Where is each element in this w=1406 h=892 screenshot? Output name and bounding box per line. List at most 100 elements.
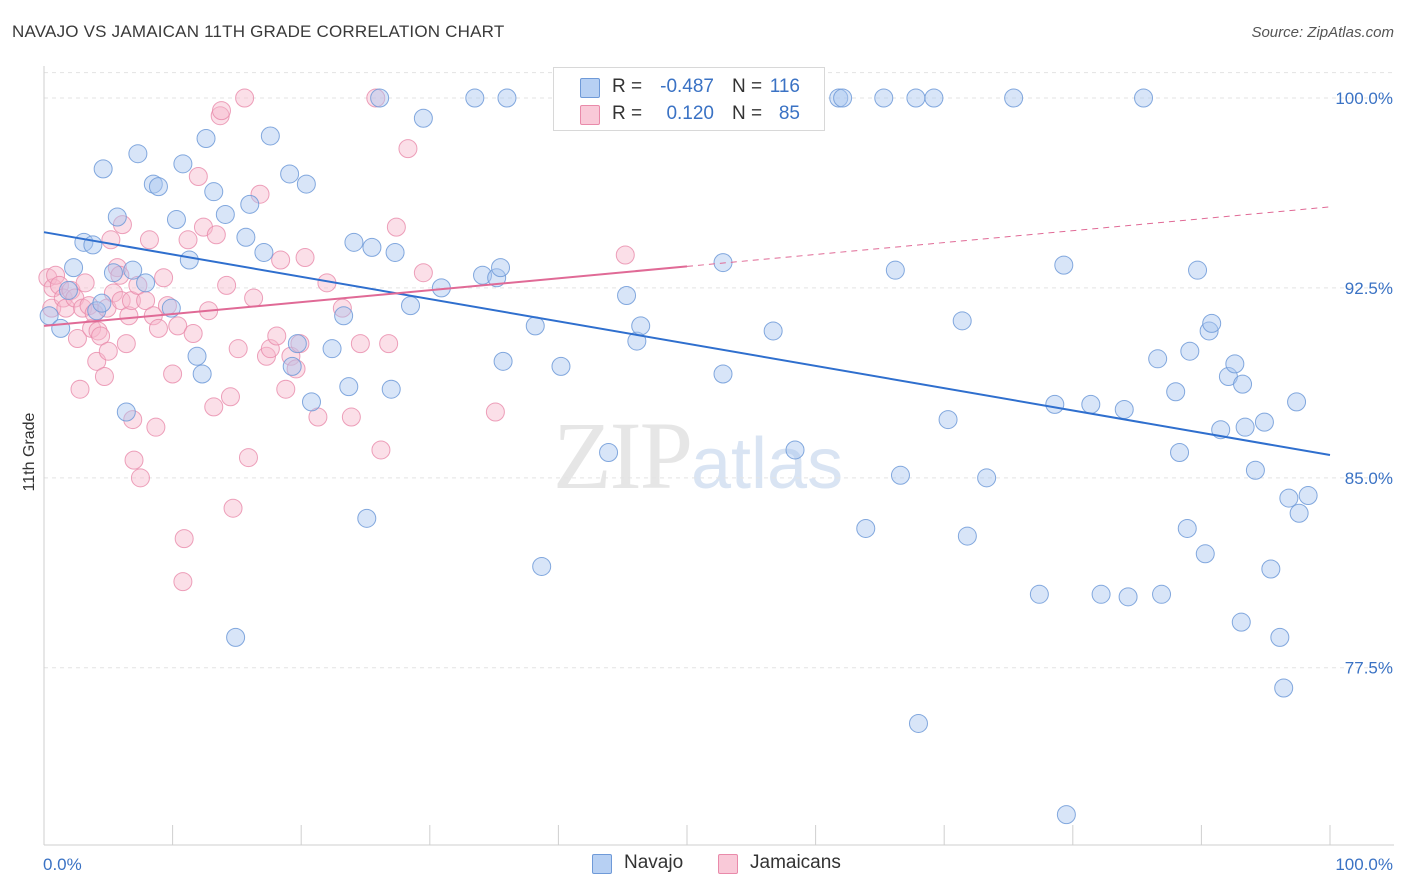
navajo-point <box>890 465 910 485</box>
jamaicans-point <box>211 101 231 121</box>
watermark-zip: ZIP <box>553 402 693 509</box>
jamaicans-point <box>178 230 198 250</box>
navajo-point <box>938 410 958 430</box>
jamaicans-point <box>250 184 270 204</box>
axis-labels: 77.5% 85.0% 92.5% 100.0% 0.0% 100.0% 11th Grad… <box>21 89 1393 874</box>
navajo-point <box>1279 488 1299 508</box>
navajo-n-value: 116 <box>769 76 800 97</box>
jamaicans-point <box>174 529 194 549</box>
navajo-point <box>280 164 300 184</box>
navajo-point <box>1056 805 1076 825</box>
navajo-point <box>491 258 511 278</box>
navajo-point <box>856 518 876 538</box>
navajo-point <box>1045 394 1065 414</box>
jamaicans-point <box>94 367 114 387</box>
navajo-point <box>301 392 321 412</box>
jamaicans-point <box>244 288 264 308</box>
jamaicans-point <box>123 410 143 430</box>
navajo-point <box>1298 486 1318 506</box>
jamaicans-point <box>206 225 226 245</box>
watermark-atlas: atlas <box>691 424 844 504</box>
navajo-point <box>1289 503 1309 523</box>
navajo-point <box>1225 354 1245 374</box>
jamaicans-point <box>267 326 287 346</box>
y-tick-label-2: 92.5% <box>1345 279 1393 298</box>
jamaicans-trend-extension <box>686 206 1331 267</box>
navajo-point <box>924 88 944 108</box>
navajo-point <box>957 526 977 546</box>
navajo-point <box>385 242 405 262</box>
jamaicans-point <box>101 230 121 250</box>
jamaicans-r-value: 0.120 <box>666 103 714 124</box>
navajo-point <box>1261 559 1281 579</box>
jamaicans-point <box>49 275 69 295</box>
jamaicans-point <box>91 326 111 346</box>
navajo-point <box>1245 460 1265 480</box>
navajo-r-value: -0.487 <box>660 76 714 97</box>
navajo-point <box>236 227 256 247</box>
navajo-point <box>908 713 928 733</box>
jamaicans-point <box>204 397 224 417</box>
navajo-point <box>204 182 224 202</box>
jamaicans-point <box>46 265 66 285</box>
navajo-point <box>254 242 274 262</box>
navajo-point <box>785 440 805 460</box>
navajo-point <box>1199 321 1219 341</box>
jamaicans-swatch <box>580 105 600 125</box>
navajo-point <box>401 296 421 316</box>
navajo-point <box>240 194 260 214</box>
navajo-point <box>173 154 193 174</box>
jamaicans-point <box>128 275 148 295</box>
chart-title: NAVAJO VS JAMAICAN 11TH GRADE CORRELATIO… <box>12 22 505 41</box>
jamaicans-point <box>154 268 174 288</box>
jamaicans-point <box>485 402 505 422</box>
navajo-point <box>128 144 148 164</box>
trend-lines <box>43 206 1331 457</box>
jamaicans-point <box>146 417 166 437</box>
navajo-point <box>161 298 181 318</box>
y-axis-title: 11th Grade <box>21 412 38 491</box>
jamaicans-point <box>107 258 127 278</box>
jamaicans-point <box>139 230 159 250</box>
jamaicans-point <box>413 263 433 283</box>
navajo-point <box>1170 443 1190 462</box>
navajo-point <box>465 88 485 108</box>
jamaicans-point <box>70 379 90 399</box>
jamaicans-point <box>341 407 361 427</box>
navajo-point <box>357 508 377 528</box>
jamaicans-point <box>271 250 291 270</box>
navajo-swatch <box>580 78 600 98</box>
jamaicans-point <box>371 440 391 460</box>
navajo-point <box>215 204 235 224</box>
navajo-point <box>1235 417 1255 437</box>
jamaicans-point <box>228 339 248 359</box>
navajo-point <box>473 265 493 285</box>
navajo-point <box>1287 392 1307 412</box>
navajo-point <box>906 88 926 108</box>
jamaicans-point <box>124 450 144 470</box>
navajo-point <box>763 321 783 341</box>
navajo-trend-line <box>43 231 1331 457</box>
navajo-point <box>1029 584 1049 604</box>
navajo-point <box>525 316 545 336</box>
navajo-point <box>136 273 156 293</box>
navajo-point <box>103 263 123 283</box>
navajo-point <box>187 346 207 366</box>
navajo-point <box>143 174 163 194</box>
axes <box>43 66 1394 846</box>
navajo-point <box>370 88 390 108</box>
x-tick-label-0: 0.0% <box>43 855 82 874</box>
watermark: ZIPatlas <box>553 400 843 511</box>
legend-row-navajo: R = -0.487 N = 116 <box>554 74 824 100</box>
navajo-point <box>497 88 517 108</box>
navajo-point <box>1254 412 1274 432</box>
navajo-n-label: N = <box>732 76 763 97</box>
navajo-point <box>381 379 401 399</box>
navajo-point <box>362 237 382 257</box>
navajo-point <box>713 364 733 384</box>
jamaicans-n-label: N = <box>732 103 763 124</box>
y-tick-label-3: 100.0% <box>1335 89 1393 108</box>
jamaicans-point <box>188 166 208 186</box>
navajo-point <box>148 177 168 197</box>
